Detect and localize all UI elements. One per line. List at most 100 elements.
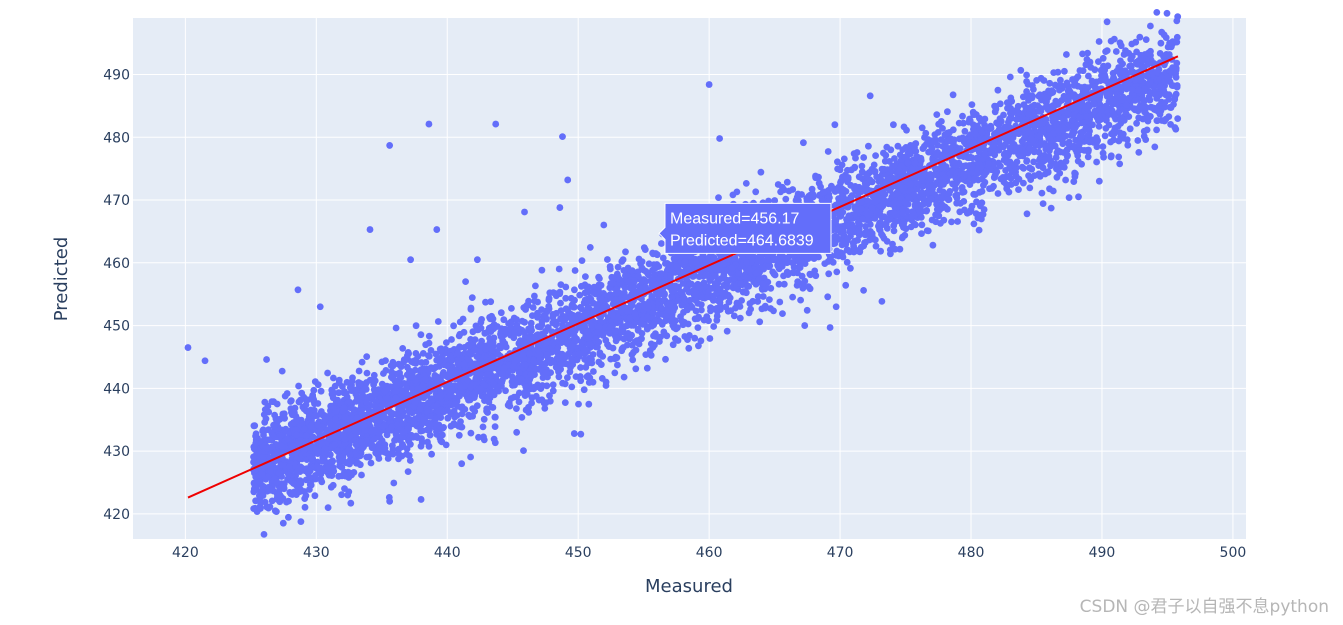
data-point <box>878 298 886 305</box>
data-point <box>826 324 834 331</box>
data-point <box>502 343 510 351</box>
data-point <box>301 503 309 511</box>
data-point <box>595 273 602 281</box>
data-point <box>642 351 650 358</box>
data-point <box>1135 114 1143 122</box>
data-point <box>468 294 476 301</box>
data-point <box>1015 186 1022 194</box>
data-point <box>662 312 670 320</box>
data-point <box>698 256 706 263</box>
data-point <box>1095 58 1102 65</box>
data-point <box>1062 158 1070 165</box>
data-point <box>1041 156 1049 164</box>
data-point <box>1100 153 1107 161</box>
data-point <box>944 137 952 145</box>
data-point <box>745 282 753 290</box>
data-point <box>1026 184 1034 192</box>
data-point <box>608 273 616 281</box>
data-point <box>250 453 257 461</box>
data-point <box>761 302 769 310</box>
data-point <box>645 260 653 268</box>
data-point <box>296 477 304 485</box>
data-point <box>1041 170 1049 178</box>
data-point <box>1102 124 1110 132</box>
data-point <box>858 162 866 170</box>
data-point <box>388 368 395 376</box>
data-point <box>555 368 562 376</box>
data-point <box>298 389 306 397</box>
data-point <box>1064 152 1071 159</box>
data-point <box>1015 130 1023 138</box>
data-point <box>1132 38 1140 46</box>
data-point <box>538 396 546 404</box>
data-point <box>555 373 563 381</box>
data-points <box>184 9 1182 538</box>
data-point <box>715 194 722 202</box>
data-point <box>705 317 712 325</box>
data-point <box>1099 54 1107 62</box>
data-point <box>381 444 389 452</box>
data-point <box>467 429 475 437</box>
data-point <box>620 373 628 381</box>
data-point <box>411 366 419 374</box>
data-point <box>669 341 677 349</box>
data-point <box>1131 97 1139 104</box>
data-point <box>393 421 401 429</box>
data-point <box>577 364 584 371</box>
data-point <box>520 447 527 454</box>
data-point <box>917 214 925 221</box>
data-point <box>1085 72 1092 80</box>
data-point <box>954 218 961 225</box>
data-point <box>1101 71 1109 79</box>
data-point <box>750 278 758 286</box>
data-point <box>268 497 276 505</box>
data-point <box>716 302 724 310</box>
data-point <box>970 220 978 228</box>
data-point <box>903 126 910 134</box>
data-point <box>489 404 497 411</box>
data-point <box>426 431 434 439</box>
data-point <box>476 341 484 349</box>
data-point <box>723 327 731 335</box>
data-point <box>435 362 443 370</box>
data-point <box>727 307 735 314</box>
data-point <box>297 518 305 525</box>
data-point <box>839 195 847 203</box>
data-point <box>271 507 279 515</box>
data-point <box>529 304 537 311</box>
data-point <box>864 197 871 205</box>
data-point <box>698 306 705 314</box>
data-point <box>1147 52 1154 59</box>
data-point <box>471 336 479 343</box>
data-point <box>677 288 685 296</box>
data-point <box>872 236 879 244</box>
data-point <box>1085 131 1093 138</box>
data-point <box>632 346 640 354</box>
data-point <box>919 145 927 153</box>
data-point <box>1095 123 1103 130</box>
data-point <box>1030 158 1037 166</box>
data-point <box>478 316 485 323</box>
data-point <box>765 197 772 205</box>
data-point <box>949 180 956 188</box>
data-point <box>455 431 463 439</box>
data-point <box>771 197 779 204</box>
data-point <box>632 365 640 373</box>
data-point <box>1142 36 1150 43</box>
data-point <box>619 256 627 264</box>
data-point <box>1035 162 1043 170</box>
data-point <box>694 324 702 331</box>
data-point <box>1065 194 1073 202</box>
data-point <box>290 488 298 496</box>
data-point <box>937 136 945 144</box>
data-point <box>480 436 488 444</box>
data-point <box>960 198 968 205</box>
data-point <box>884 216 891 224</box>
data-point <box>1062 132 1070 140</box>
data-point <box>583 373 591 381</box>
data-point <box>1071 169 1078 177</box>
data-point <box>586 340 593 348</box>
data-point <box>1174 115 1182 122</box>
data-point <box>611 369 619 377</box>
data-point <box>834 165 841 173</box>
